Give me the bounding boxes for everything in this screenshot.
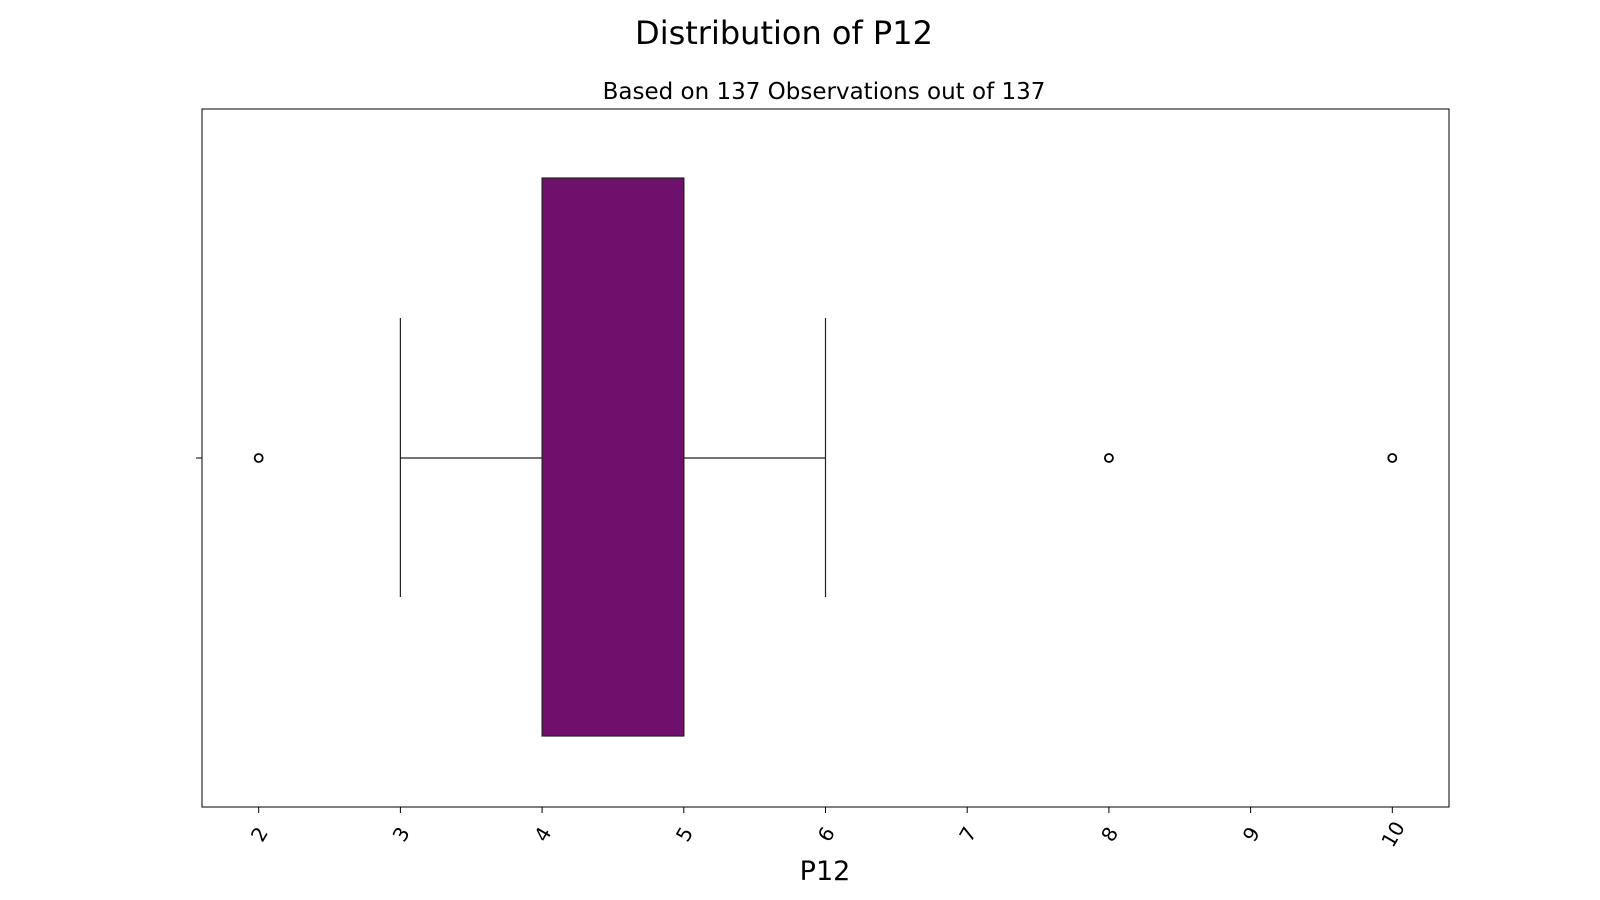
x-axis-label: P12 <box>800 856 851 887</box>
outlier-point <box>253 453 264 463</box>
x-tick-label: 6 <box>813 823 840 846</box>
x-tick-label: 5 <box>671 823 698 846</box>
x-axis-ticks: 2 3 4 5 6 7 8 9 10 <box>246 807 1410 851</box>
x-tick-label: 9 <box>1238 823 1265 846</box>
outlier-point <box>1387 453 1398 463</box>
chart-title: Distribution of P12 <box>635 14 933 52</box>
x-tick-label: 2 <box>246 823 273 846</box>
x-tick-label: 7 <box>954 823 981 846</box>
x-tick-label: 3 <box>388 823 415 846</box>
chart-subtitle: Based on 137 Observations out of 137 <box>603 79 1046 105</box>
iqr-box <box>541 177 685 737</box>
outlier-point <box>1104 453 1114 463</box>
x-tick-label: 10 <box>1376 817 1410 851</box>
x-tick-label: 8 <box>1096 823 1123 846</box>
x-tick-label: 4 <box>529 823 556 846</box>
box-group <box>253 177 1398 737</box>
